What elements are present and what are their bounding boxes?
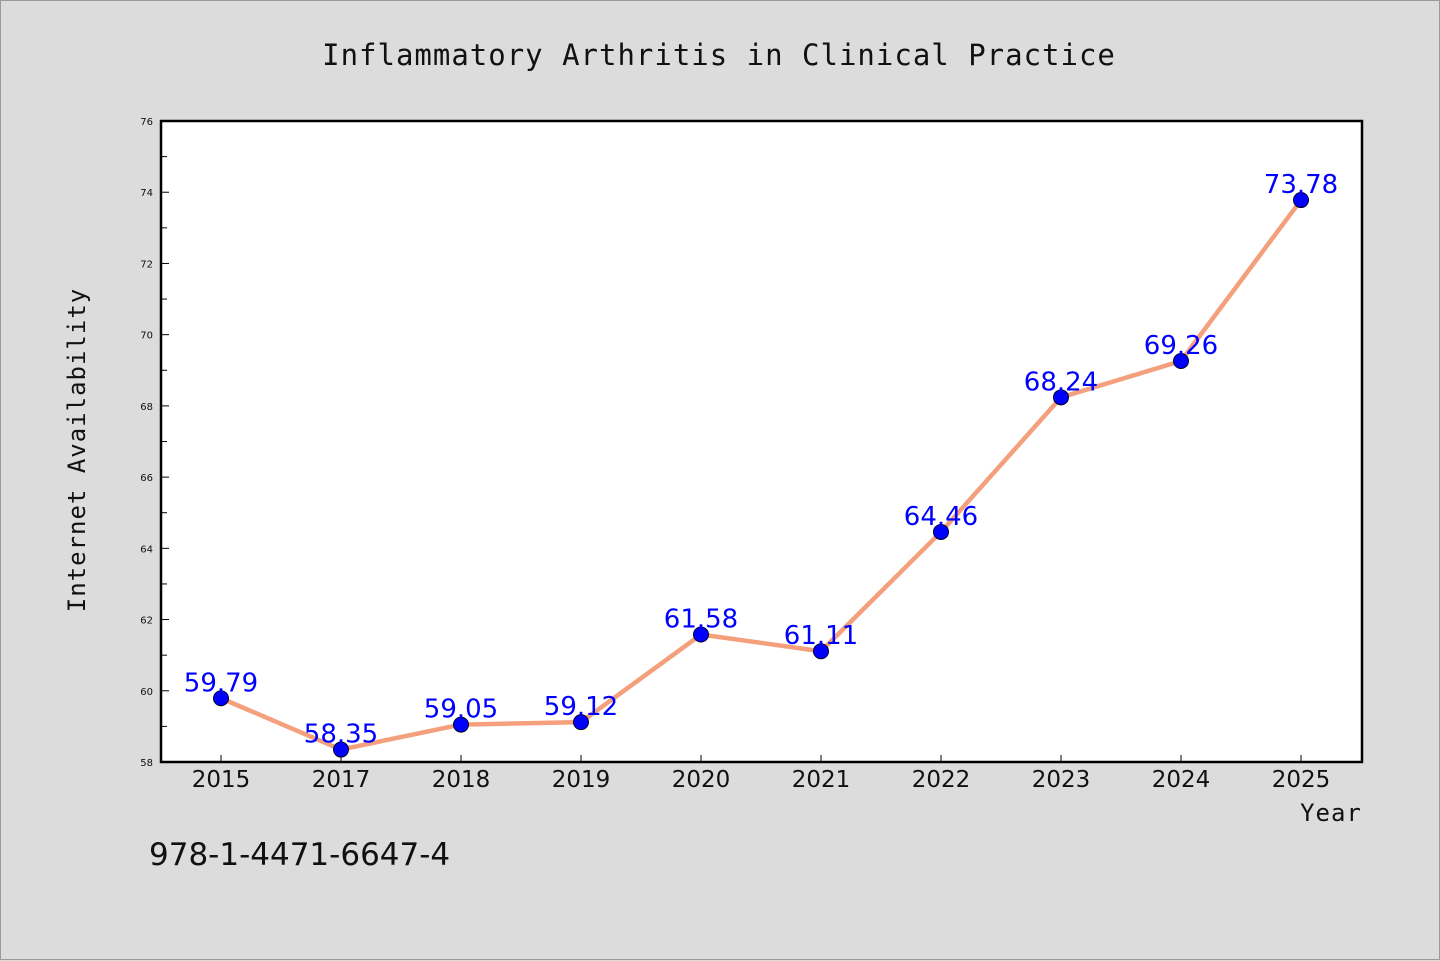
data-label: 61.58: [664, 605, 738, 635]
x-axis: 2015 2017 2018 2019 2020 2021 2022 2023 2024 2025: [192, 755, 1331, 793]
data-label: 69.26: [1144, 331, 1218, 361]
data-label: 59.12: [544, 692, 618, 722]
x-tick-label: 2015: [192, 767, 251, 793]
x-tick-label: 2021: [792, 767, 851, 793]
x-tick-label: 2020: [672, 767, 731, 793]
data-point: [213, 690, 229, 707]
y-tick-label: 62: [140, 616, 153, 627]
isbn-footer: 978-1-4471-6647-4: [149, 837, 450, 873]
x-axis-title: Year: [1300, 799, 1362, 827]
series: [213, 192, 1309, 758]
data-label: 73.78: [1264, 170, 1338, 200]
data-point: [1173, 353, 1189, 370]
y-tick-label: 70: [140, 331, 153, 342]
plot-area: [159, 119, 1364, 764]
x-tick-label: 2019: [552, 767, 611, 793]
x-tick-label: 2018: [432, 767, 491, 793]
data-label: 59.79: [184, 668, 258, 698]
y-tick-label: 64: [140, 544, 153, 555]
y-tick-label: 68: [140, 402, 153, 413]
data-point: [573, 714, 589, 731]
y-tick-label: 76: [140, 117, 153, 128]
x-tick-label: 2025: [1272, 767, 1331, 793]
data-label: 68.24: [1024, 367, 1098, 397]
x-tick-label: 2023: [1032, 767, 1091, 793]
y-tick-label: 60: [140, 687, 153, 698]
data-point: [693, 626, 709, 643]
y-axis-title: Internet Availability: [63, 288, 91, 612]
y-tick-label: 72: [140, 259, 153, 270]
y-tick-label: 74: [140, 188, 153, 199]
data-point: [1293, 192, 1309, 209]
data-label: 58.35: [304, 720, 378, 750]
y-axis: 58 60 62 64 66 68 70 72 74 76: [140, 117, 169, 769]
chart-title: Inflammatory Arthritis in Clinical Pract…: [322, 38, 1116, 72]
y-tick-label: 58: [140, 758, 153, 769]
data-label: 64.46: [904, 502, 978, 532]
data-label: 61.11: [784, 621, 858, 651]
data-label: 59.05: [424, 695, 498, 725]
data-point: [1053, 389, 1069, 406]
y-tick-label: 66: [140, 473, 153, 484]
x-tick-label: 2022: [912, 767, 971, 793]
x-tick-label: 2017: [312, 767, 371, 793]
data-point: [813, 643, 829, 660]
series-line: [218, 197, 1304, 752]
data-point: [453, 716, 469, 733]
x-tick-label: 2024: [1152, 767, 1211, 793]
data-point: [933, 523, 949, 540]
data-point: [333, 741, 349, 758]
data-labels: 59.79 58.35 59.05 59.12 61.58 61.11 64.46 68.24…: [184, 170, 1338, 749]
